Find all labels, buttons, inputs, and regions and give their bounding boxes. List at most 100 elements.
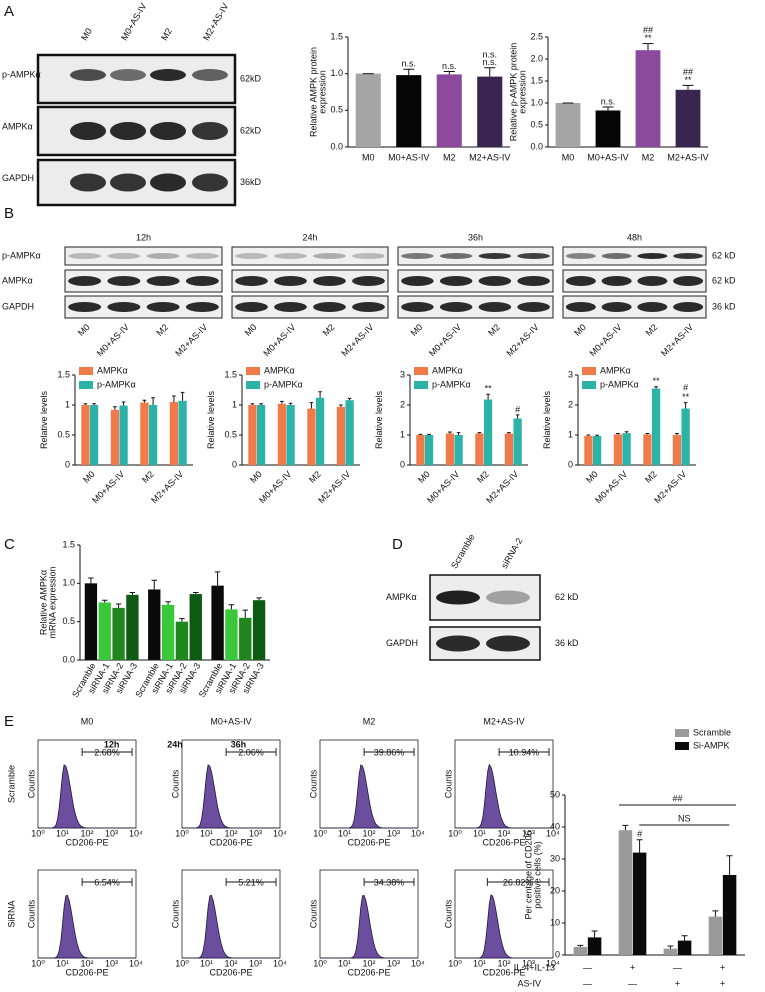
bar xyxy=(584,435,593,465)
x-tick-label: M0 xyxy=(584,469,600,485)
x-tick-label: 10¹ xyxy=(473,828,486,838)
group-label: 36h xyxy=(231,739,247,749)
lane-label: M2+AS-IV xyxy=(201,1,230,42)
x-tick-label: 10⁰ xyxy=(175,828,189,838)
bar xyxy=(189,594,202,660)
x-tick-label: 10¹ xyxy=(200,958,213,968)
blot-band xyxy=(478,276,512,286)
blot-frame xyxy=(231,295,389,319)
bar xyxy=(592,435,602,465)
legend-label: Si-AMPK xyxy=(693,740,730,750)
group-label: 24h xyxy=(167,739,183,749)
annotation: ** xyxy=(644,33,652,43)
x-tick-label: 10⁰ xyxy=(313,828,327,838)
y-axis-label: Per centage of CD206 xyxy=(523,830,533,919)
y-tick-label: 0 xyxy=(400,459,405,469)
x-tick-label: 10⁰ xyxy=(31,828,45,838)
lane-label: Scramble xyxy=(449,532,477,570)
y-tick-label: 1 xyxy=(232,399,237,409)
y-axis-label: expression xyxy=(317,70,327,114)
gate-percent: 10.94% xyxy=(509,747,540,757)
y-axis-label: expression xyxy=(517,70,527,114)
legend-label: p-AMPKα xyxy=(600,379,639,389)
bar xyxy=(119,405,128,465)
y-tick-label: 1.5 xyxy=(224,369,237,379)
gate xyxy=(486,878,550,886)
x-axis-label: CD206-PE xyxy=(209,967,252,977)
y-tick-label: 50 xyxy=(550,789,560,799)
lane-label: M0 xyxy=(76,322,92,338)
error-bar xyxy=(214,571,221,586)
x-tick-label: 10² xyxy=(224,828,237,838)
x-tick-label: M0 xyxy=(81,469,97,485)
annotation: # xyxy=(637,829,642,839)
bar xyxy=(225,609,238,660)
condition-mark: — xyxy=(583,978,592,988)
y-tick-label: 1.0 xyxy=(330,68,343,78)
error-bar xyxy=(624,431,629,434)
lane-label: M2+AS-IV xyxy=(659,322,695,358)
bar xyxy=(211,585,224,660)
x-axis-label: CD206-PE xyxy=(65,837,108,847)
histogram xyxy=(320,894,418,959)
y-tick-label: 2 xyxy=(400,399,405,409)
x-tick-label: 10³ xyxy=(105,828,118,838)
y-tick-label: 2.5 xyxy=(530,31,543,41)
x-tick-label: 10² xyxy=(362,828,375,838)
y-tick-label: 0 xyxy=(568,459,573,469)
bar xyxy=(396,75,422,147)
bracket-label: ## xyxy=(672,793,682,803)
annotation: n.s. xyxy=(482,57,497,67)
x-tick-label: M2 xyxy=(475,469,491,485)
y-tick-label: 1.5 xyxy=(57,369,70,379)
gate xyxy=(363,748,415,756)
bar xyxy=(126,594,139,660)
lane-label: M0 xyxy=(409,322,425,338)
error-bar xyxy=(309,402,314,409)
bar xyxy=(513,418,522,465)
legend-label: AMPKα xyxy=(600,365,631,375)
blot-band xyxy=(565,276,596,286)
legend-swatch xyxy=(675,742,689,750)
condition-mark: + xyxy=(630,962,635,972)
x-tick-label: 10³ xyxy=(387,828,400,838)
error-bar xyxy=(586,434,591,436)
error-bar xyxy=(456,432,461,435)
histogram-frame xyxy=(181,869,281,959)
bar xyxy=(555,103,581,147)
x-tick-label: 10² xyxy=(80,958,93,968)
histogram xyxy=(320,764,418,829)
blot-band xyxy=(601,276,632,286)
size-label: 62kD xyxy=(240,73,262,83)
blot-frame xyxy=(64,246,223,266)
error-bar xyxy=(681,935,688,941)
blot-band xyxy=(68,302,102,312)
size-label: 62 kD xyxy=(712,250,736,260)
gate xyxy=(363,878,415,886)
bar xyxy=(622,433,631,465)
lane-label: M2+AS-IV xyxy=(173,322,209,358)
legend-label: Scramble xyxy=(693,727,731,737)
blot-band xyxy=(146,302,180,312)
bar xyxy=(256,405,266,465)
error-bar xyxy=(675,433,679,435)
lane-label: M0 xyxy=(79,26,94,42)
bar xyxy=(84,583,98,660)
blot-band xyxy=(185,302,219,312)
blot-band xyxy=(110,122,146,140)
legend-swatch xyxy=(675,729,689,737)
bar xyxy=(587,937,602,955)
blot-frame xyxy=(397,246,554,266)
blot-band xyxy=(235,302,268,312)
bar xyxy=(110,409,120,465)
x-tick-label: 10⁰ xyxy=(31,958,45,968)
x-tick-label: M0+AS-IV xyxy=(257,469,293,505)
y-axis-label: Counts xyxy=(26,769,36,798)
blot-band xyxy=(70,173,106,192)
error-bar xyxy=(477,432,482,434)
histogram xyxy=(182,894,280,959)
gate-percent: 5.21% xyxy=(238,877,264,887)
gate xyxy=(81,878,133,886)
lane-label: M0 xyxy=(572,322,588,338)
x-tick-label: M2+AS-IV xyxy=(316,469,352,505)
